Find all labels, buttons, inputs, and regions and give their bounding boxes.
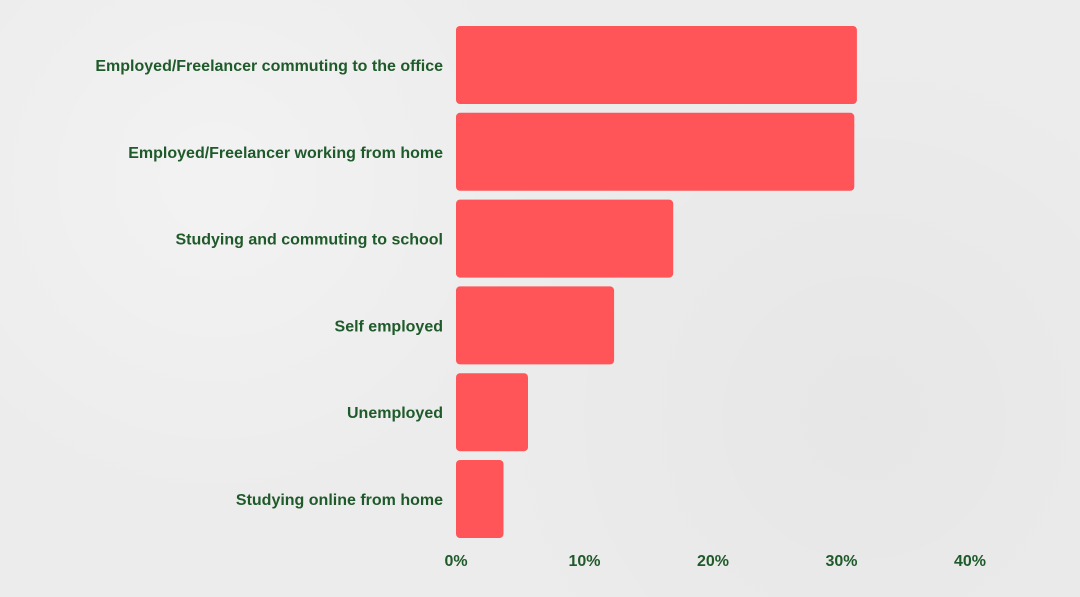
bar-6	[456, 460, 504, 538]
bar-1	[456, 26, 857, 104]
category-labels: Employed/Freelancer commuting to the off…	[95, 58, 443, 509]
x-tick-label-3: 20%	[697, 553, 729, 570]
x-tick-label-1: 0%	[444, 553, 467, 570]
x-axis-ticks: 0% 10% 20% 30% 40%	[444, 553, 986, 570]
category-label-2: Employed/Freelancer working from home	[128, 145, 443, 162]
category-label-6: Studying online from home	[236, 492, 443, 509]
category-label-5: Unemployed	[347, 405, 443, 422]
category-label-4: Self employed	[335, 318, 443, 335]
bar-2	[456, 112, 855, 191]
bar-3	[456, 199, 674, 278]
bar-5	[456, 373, 528, 452]
category-label-3: Studying and commuting to school	[175, 232, 443, 249]
bar-4	[456, 286, 615, 365]
x-tick-label-5: 40%	[954, 553, 986, 570]
x-tick-label-2: 10%	[568, 553, 600, 570]
category-label-1: Employed/Freelancer commuting to the off…	[95, 58, 443, 75]
bars-layer	[456, 26, 857, 538]
x-tick-label-4: 30%	[825, 553, 857, 570]
